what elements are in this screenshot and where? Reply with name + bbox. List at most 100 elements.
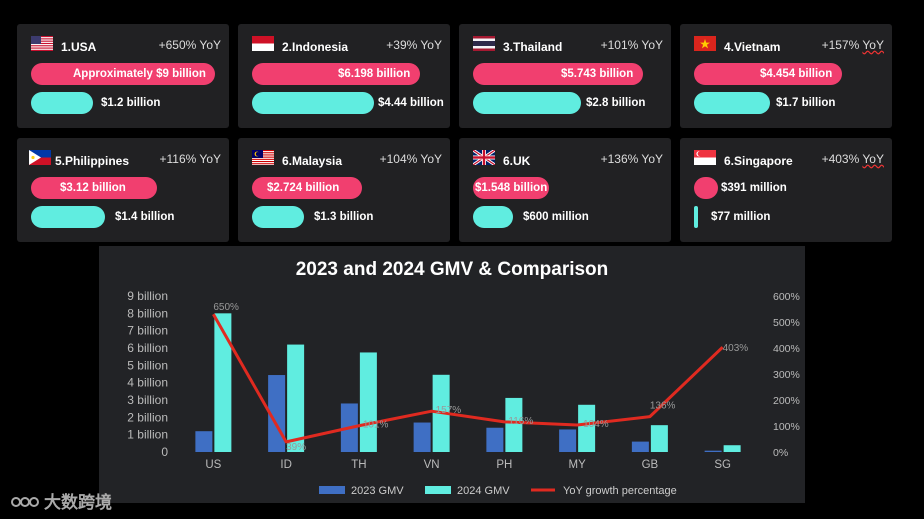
yoy-growth-line — [212, 313, 724, 444]
gmv-2023-value: $2.8 billion — [586, 97, 646, 109]
gmv-2024-pill — [473, 177, 549, 199]
legend-swatch-2023 — [319, 486, 345, 494]
country-name: 5.Philippines — [55, 154, 130, 168]
gmv-2024-pill — [31, 63, 215, 85]
country-card-indonesia: 2.Indonesia +39% YoY $6.198 billion $4.4… — [238, 24, 450, 128]
yoy-growth: +104% YoY — [379, 152, 442, 166]
y-right-tick-label: 600% — [773, 291, 800, 303]
gmv-2023-value: $1.4 billion — [115, 211, 175, 223]
us-flag-icon — [31, 36, 53, 51]
y-left-tick-label: 5 billion — [127, 358, 168, 372]
y-right-tick-label: 400% — [773, 343, 800, 355]
yoy-growth: +650% YoY — [158, 38, 221, 52]
gmv-2024-value: $2.724 billion — [267, 182, 340, 194]
country-name: 2.Indonesia — [282, 40, 349, 54]
bar-2023-SG — [704, 450, 722, 452]
yoy-data-label: 116% — [508, 416, 533, 427]
singapore-flag-icon — [694, 150, 716, 165]
gmv-2024-pill — [252, 63, 420, 85]
bar-2023-GB — [631, 441, 649, 452]
x-tick-label: US — [205, 459, 221, 471]
y-right-tick-label: 100% — [773, 421, 800, 433]
y-left-tick-label: 7 billion — [127, 324, 168, 338]
chart-title: 2023 and 2024 GMV & Comparison — [296, 259, 609, 280]
gmv-2023-pill — [694, 206, 698, 228]
gmv-2023-pill — [252, 92, 374, 114]
yoy-data-label: 101% — [363, 420, 389, 431]
gmv-2023-value: $1.2 billion — [101, 97, 161, 109]
gmv-2024-pill — [694, 63, 842, 85]
yoy-growth: +157% YoY — [821, 38, 884, 52]
gmv-2023-pill — [473, 206, 513, 228]
indonesia-flag-icon — [252, 36, 274, 51]
yoy-growth: +403% YoY — [821, 152, 884, 166]
x-tick-label: SG — [714, 459, 731, 471]
chart-svg: 2023 and 2024 GMV & Comparison 0 1 billion… — [127, 259, 800, 497]
legend-label-2024: 2024 GMV — [457, 485, 510, 497]
country-card-thailand: 3.Thailand +101% YoY $5.743 billion $2.8… — [459, 24, 671, 128]
y-right-tick-label: 500% — [773, 317, 800, 329]
gmv-2024-value: $391 million — [721, 182, 787, 194]
gmv-2024-pill — [473, 63, 643, 85]
brand-logo: 大数跨境 — [10, 488, 112, 515]
bar-2024-US — [214, 313, 232, 452]
thailand-flag-icon — [473, 36, 495, 51]
legend-label-yoy: YoY growth percentage — [563, 485, 677, 497]
gmv-2024-pill — [694, 177, 718, 199]
gmv-2023-pill — [31, 206, 105, 228]
yoy-data-label: 104% — [583, 419, 609, 430]
y-left-tick-label: 9 billion — [127, 289, 168, 303]
gmv-2023-pill — [31, 92, 93, 114]
bar-2024-TH — [359, 352, 377, 452]
brand-logo-icon — [10, 492, 40, 515]
gmv-2024-value: $1.548 billion — [475, 182, 548, 194]
country-card-usa: 1.USA +650% YoY Approximately $9 billion… — [17, 24, 229, 128]
y-left-tick-label: 6 billion — [127, 341, 168, 355]
gmv-2024-pill — [252, 177, 362, 199]
y-left-tick-label: 2 billion — [127, 410, 168, 424]
gmv-2024-value: $5.743 billion — [561, 68, 634, 80]
bar-2024-GB — [650, 425, 668, 452]
x-tick-label: PH — [496, 459, 512, 471]
y-left-tick-label: 0 — [161, 445, 168, 459]
gmv-2023-value: $600 million — [523, 211, 589, 223]
yoy-growth: +101% YoY — [600, 38, 663, 52]
country-name: 3.Thailand — [503, 40, 563, 54]
malaysia-flag-icon — [252, 150, 274, 165]
bar-2023-PH — [486, 427, 504, 452]
x-tick-label: VN — [424, 459, 440, 471]
bar-2024-MY — [578, 404, 596, 452]
y-left-tick-label: 4 billion — [127, 376, 168, 390]
vietnam-flag-icon — [694, 36, 716, 51]
gmv-comparison-chart: 2023 and 2024 GMV & Comparison 0 1 billion… — [99, 246, 805, 503]
y-left-tick-label: 1 billion — [127, 428, 168, 442]
gmv-2023-pill — [252, 206, 304, 228]
gmv-2023-value: $77 million — [711, 211, 771, 223]
bar-2024-PH — [505, 397, 523, 452]
gmv-2024-pill — [31, 177, 157, 199]
x-tick-label: GB — [642, 459, 659, 471]
gmv-2024-value: Approximately $9 billion — [73, 68, 206, 80]
country-card-vietnam: 4.Vietnam +157% YoY $4.454 billion $1.7 … — [680, 24, 892, 128]
country-card-philippines: 5.Philippines +116% YoY $3.12 billion $1… — [17, 138, 229, 242]
yoy-growth: +116% YoY — [159, 152, 221, 166]
y-left-tick-label: 8 billion — [127, 306, 168, 320]
gmv-2024-value: $3.12 billion — [60, 182, 126, 194]
country-card-malaysia: 6.Malaysia +104% YoY $2.724 billion $1.3… — [238, 138, 450, 242]
country-name: 6.Singapore — [724, 154, 793, 168]
gmv-2023-pill — [694, 92, 770, 114]
gmv-2023-value: $1.7 billion — [776, 97, 836, 109]
yoy-data-label: 136% — [650, 401, 676, 412]
yoy-growth: +136% YoY — [600, 152, 663, 166]
bar-2023-VN — [413, 422, 431, 452]
yoy-growth: +39% YoY — [386, 38, 442, 52]
gmv-2023-pill — [473, 92, 581, 114]
gmv-2023-value: $4.44 billion — [378, 97, 444, 109]
gmv-2024-value: $4.454 billion — [760, 68, 833, 80]
country-name: 6.UK — [503, 154, 531, 168]
country-card-singapore: 6.Singapore +403% YoY $391 million $77 m… — [680, 138, 892, 242]
x-tick-label: ID — [280, 459, 292, 471]
bar-2023-MY — [559, 429, 577, 452]
y-right-tick-label: 300% — [773, 369, 800, 381]
bar-2023-US — [195, 431, 213, 452]
